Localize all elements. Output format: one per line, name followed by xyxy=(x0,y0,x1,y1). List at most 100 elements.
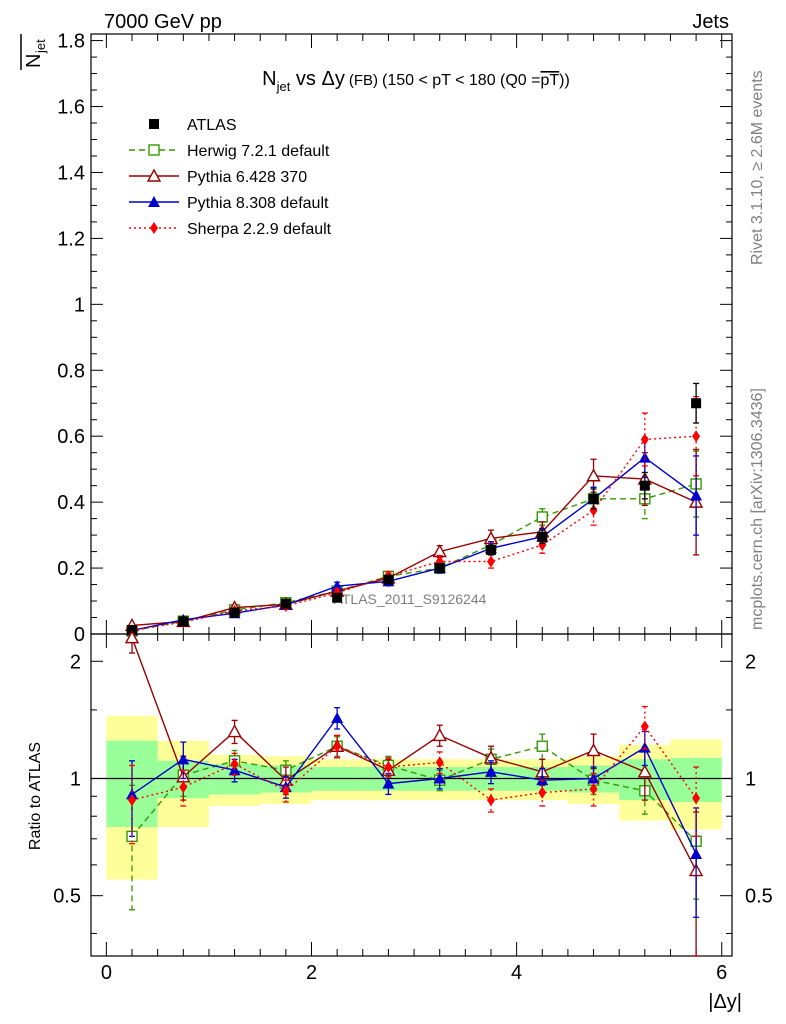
title-overline: pT xyxy=(541,72,560,89)
ratio-ylabel: Ratio to ATLAS xyxy=(27,742,44,850)
ratio-series-line xyxy=(131,725,697,801)
ratio-series-pythia-8-308-default xyxy=(126,707,703,918)
main-ytick-label: 0.2 xyxy=(57,558,85,580)
header-left: 7000 GeV pp xyxy=(104,11,222,33)
ratio-ytick-label-right: 2 xyxy=(745,651,756,673)
analysis-watermark: ATLAS_2011_S9126244 xyxy=(334,591,487,607)
ratio-data-point xyxy=(331,711,344,723)
title-close: )) xyxy=(559,72,570,89)
main-data-point xyxy=(383,574,394,585)
ratio-data-point xyxy=(589,782,598,795)
x-tick-label: 2 xyxy=(306,962,317,984)
ratio-data-point xyxy=(128,794,137,807)
title-main: N xyxy=(262,68,276,90)
main-data-point xyxy=(127,625,138,636)
header-right: Jets xyxy=(692,11,729,33)
main-series-line xyxy=(131,475,697,627)
main-data-point xyxy=(588,493,599,504)
ratio-panel-axes: 0.5 0.5 1 1 2 2 0 2 4 6 xyxy=(53,633,773,984)
main-ytick-label: 1.4 xyxy=(57,162,85,184)
main-data-point xyxy=(639,480,650,491)
ratio-series-line xyxy=(131,745,697,842)
main-data-point xyxy=(434,563,445,574)
ratio-data-point xyxy=(435,756,444,769)
ratio-data-point xyxy=(126,788,139,800)
ratio-data-point xyxy=(333,740,342,753)
rivet-label: Rivet 3.1.10, ≥ 2.6M events xyxy=(749,70,766,265)
main-data-point xyxy=(536,511,548,523)
ylabel-main: N xyxy=(23,54,45,68)
ratio-ytick-label-right: 0.5 xyxy=(745,886,773,908)
ratio-data-point xyxy=(177,753,190,765)
ratio-data-point xyxy=(382,777,395,789)
legend-item: Sherpa 2.2.9 default xyxy=(129,221,332,238)
legend-label: ATLAS xyxy=(187,117,237,134)
ratio-data-point xyxy=(637,764,653,778)
ratio-data-point xyxy=(692,792,701,805)
ratio-data-point xyxy=(124,630,140,644)
ratio-ytick-label: 0.5 xyxy=(53,886,81,908)
main-data-point xyxy=(537,531,548,542)
main-series-line xyxy=(131,456,697,632)
ratio-data-point xyxy=(484,765,497,777)
ratio-data-point xyxy=(586,743,601,757)
main-series-line xyxy=(131,435,697,632)
legend-label: Pythia 8.308 default xyxy=(187,195,329,212)
title-rest: vs Δy xyxy=(290,68,344,90)
main-data-point xyxy=(640,433,649,446)
ratio-data-point xyxy=(281,784,290,797)
ratio-panel-series xyxy=(124,630,704,957)
main-ytick-label: 1.2 xyxy=(57,228,85,250)
main-data-point xyxy=(332,592,343,603)
legend-marker xyxy=(146,168,162,182)
main-series-line xyxy=(131,483,697,632)
ratio-data-point xyxy=(536,740,548,752)
main-ytick-label: 0 xyxy=(74,624,85,646)
ratio-ytick-label: 2 xyxy=(70,651,81,673)
ratio-data-point xyxy=(587,772,600,784)
legend-marker xyxy=(148,144,160,156)
main-data-point xyxy=(538,538,547,551)
ratio-ytick-label-right: 1 xyxy=(745,768,756,790)
x-tick-label: 6 xyxy=(716,962,727,984)
legend-item: ATLAS xyxy=(149,117,237,134)
legend-item: Pythia 8.308 default xyxy=(129,195,329,212)
main-data-point xyxy=(692,430,701,443)
legend-label: Herwig 7.2.1 default xyxy=(187,143,330,160)
chart-title: Njet vs Δy (FB) (150 < pT < 180 (Q0 =pT)) xyxy=(262,68,570,94)
legend-marker xyxy=(150,222,158,234)
ratio-data-point xyxy=(690,847,703,859)
main-series-herwig-7-2-1-default xyxy=(126,450,702,637)
legend-item: Herwig 7.2.1 default xyxy=(129,143,330,160)
ratio-data-point xyxy=(538,786,547,799)
ratio-data-point xyxy=(179,781,188,794)
main-series-atlas xyxy=(127,382,702,636)
ratio-uncertainty-bands xyxy=(106,715,722,880)
ratio-data-point xyxy=(433,772,446,784)
main-data-point xyxy=(178,616,189,627)
ratio-data-point xyxy=(227,724,242,738)
mcplots-label: mcplots.cern.ch [arXiv:1306.3436] xyxy=(749,388,766,630)
main-data-point xyxy=(486,555,495,568)
main-ylabel: N jet xyxy=(20,34,48,70)
legend-marker xyxy=(149,119,159,129)
main-data-point xyxy=(589,504,598,517)
ylabel-sub: jet xyxy=(33,39,48,54)
title-cond: (150 < pT < 180 (Q0 = xyxy=(382,72,540,89)
ratio-ytick-label: 1 xyxy=(70,768,81,790)
ratio-frame xyxy=(90,633,733,957)
main-ytick-label: 1.8 xyxy=(57,31,85,53)
main-data-point xyxy=(690,489,703,501)
title-small: (FB) xyxy=(349,72,378,89)
x-tick-label: 4 xyxy=(511,962,522,984)
ratio-data-point xyxy=(384,761,393,774)
main-panel-axes: 0 0.2 0.4 0.6 0.8 1 1.2 1.4 1.6 1.8 xyxy=(57,31,733,646)
ratio-data-point xyxy=(230,757,239,770)
legend-label: Sherpa 2.2.9 default xyxy=(187,221,332,238)
ratio-series-line xyxy=(131,637,697,871)
x-axis-label: |Δy| xyxy=(708,991,742,1013)
ratio-series-line xyxy=(131,716,697,855)
main-ytick-label: 1.6 xyxy=(57,97,85,119)
main-ytick-label: 0.8 xyxy=(57,360,85,382)
